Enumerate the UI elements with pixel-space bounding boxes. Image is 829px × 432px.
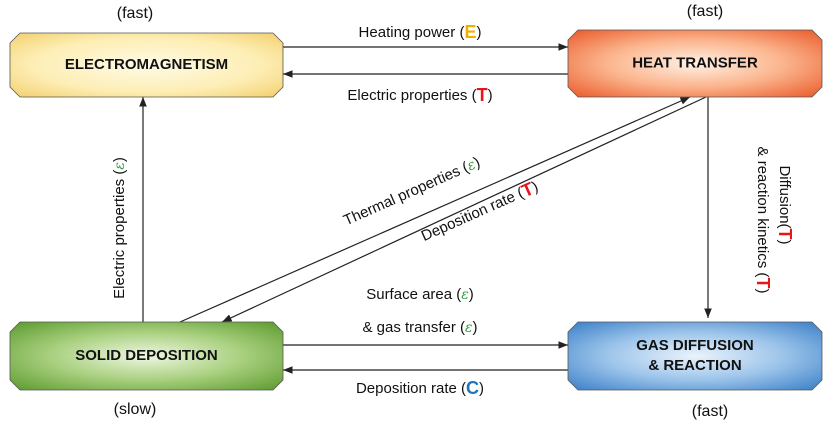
edge-symbol: E bbox=[464, 22, 476, 42]
edge-text: Deposition rate ( bbox=[356, 380, 466, 397]
node-box bbox=[9, 32, 284, 98]
edge-text: ) bbox=[473, 319, 478, 336]
edge-label: & reaction kinetics (T) bbox=[753, 147, 773, 294]
edge-symbol: T bbox=[753, 277, 773, 288]
edge-symbol: T bbox=[477, 85, 488, 105]
edge-label: Surface area (ε) bbox=[366, 286, 474, 303]
edge-text: ) bbox=[754, 288, 771, 293]
edge-text: Electric properties ( bbox=[347, 87, 476, 104]
arrow bbox=[221, 96, 707, 323]
node-label: ELECTROMAGNETISM bbox=[65, 56, 228, 73]
edge-text: ) bbox=[469, 286, 474, 303]
edge-text: ) bbox=[488, 87, 493, 104]
edge-label: Heating power (E) bbox=[359, 22, 482, 42]
node-label: HEAT TRANSFER bbox=[632, 54, 758, 71]
edge-label: Electric properties (ε) bbox=[111, 157, 128, 299]
edge-text: Diffusion( bbox=[776, 165, 793, 228]
edge-text: ) bbox=[476, 24, 481, 41]
edge-text: ) bbox=[776, 240, 793, 245]
node-label: GAS DIFFUSION bbox=[636, 337, 754, 354]
edge-text: & gas transfer ( bbox=[362, 319, 465, 336]
edge-symbol: T bbox=[775, 229, 795, 240]
edge-text: & reaction kinetics ( bbox=[754, 147, 771, 278]
edge-label: Diffusion(T) bbox=[775, 165, 795, 244]
edge-text: Surface area ( bbox=[366, 286, 461, 303]
speed-label: (fast) bbox=[687, 3, 723, 20]
edge-label: & gas transfer (ε) bbox=[362, 319, 477, 336]
edge-text: ) bbox=[529, 178, 540, 196]
edge-text: ) bbox=[111, 157, 128, 162]
node: HEAT TRANSFER (fast) bbox=[567, 3, 823, 98]
edge-symbol: ε bbox=[465, 320, 473, 336]
speed-label: (fast) bbox=[117, 5, 153, 22]
edge-text: ) bbox=[471, 154, 482, 172]
arrows bbox=[139, 43, 712, 374]
node-box bbox=[567, 321, 823, 391]
edge-text: ) bbox=[479, 380, 484, 397]
node: GAS DIFFUSION & REACTION (fast) bbox=[567, 321, 823, 420]
node: ELECTROMAGNETISM (fast) bbox=[9, 5, 284, 98]
edge-text: Deposition rate ( bbox=[419, 185, 526, 245]
node-box bbox=[9, 321, 284, 391]
edge-symbol: C bbox=[466, 378, 479, 398]
edge-label: Deposition rate (C) bbox=[356, 378, 484, 398]
edge-text: Electric properties ( bbox=[111, 170, 128, 299]
edge-text: Heating power ( bbox=[359, 24, 465, 41]
node: SOLID DEPOSITION (slow) bbox=[9, 321, 284, 418]
edge-symbol: ε bbox=[461, 287, 469, 303]
node-box bbox=[567, 29, 823, 98]
node-label: SOLID DEPOSITION bbox=[75, 347, 218, 364]
arrow bbox=[179, 96, 691, 323]
edge-label: Electric properties (T) bbox=[347, 85, 492, 105]
edge-symbol: ε bbox=[112, 162, 128, 170]
speed-label: (fast) bbox=[692, 403, 728, 420]
speed-label: (slow) bbox=[114, 401, 157, 418]
node-label: & REACTION bbox=[648, 357, 741, 374]
